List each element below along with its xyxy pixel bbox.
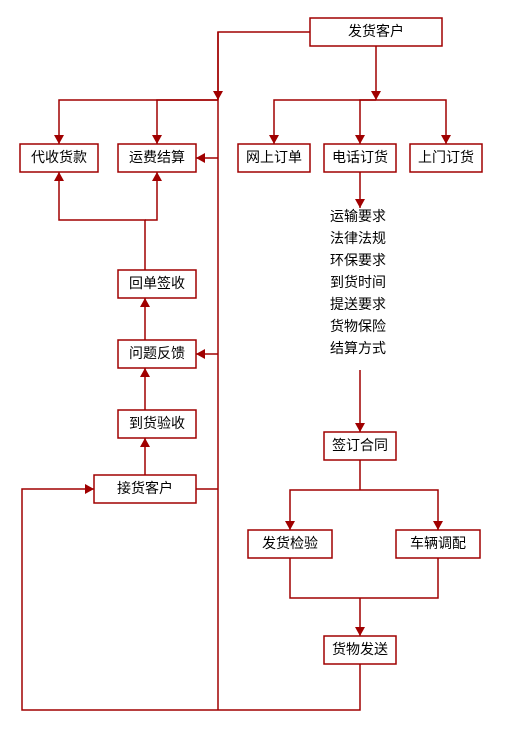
- node-label: 接货客户: [117, 480, 173, 497]
- node-label: 电话订货: [332, 149, 388, 166]
- arrowhead: [152, 172, 162, 181]
- node-phone: 电话订货: [324, 144, 396, 172]
- node-label: 车辆调配: [410, 535, 466, 552]
- edge-e3: [157, 100, 218, 144]
- requirement-item: 到货时间: [330, 274, 386, 291]
- edge-e12: [360, 490, 438, 530]
- arrowhead: [355, 627, 365, 636]
- edge-e1: [218, 32, 310, 100]
- arrowhead: [54, 172, 64, 181]
- node-shipper: 发货客户: [310, 18, 442, 46]
- node-dispatch: 货物发送: [324, 636, 396, 664]
- arrowhead: [140, 298, 150, 307]
- arrowhead: [196, 349, 205, 359]
- node-label: 问题反馈: [129, 346, 185, 362]
- node-contract: 签订合同: [324, 432, 396, 460]
- node-receiver: 接货客户: [94, 475, 196, 503]
- node-label: 上门订货: [418, 149, 474, 166]
- node-label: 到货验收: [129, 415, 185, 432]
- arrowhead: [285, 521, 295, 530]
- arrowhead: [152, 135, 162, 144]
- node-label: 签订合同: [332, 437, 388, 454]
- arrowhead: [441, 135, 451, 144]
- arrowhead: [196, 153, 205, 163]
- requirement-item: 提送要求: [330, 297, 386, 313]
- requirement-item: 货物保险: [330, 318, 386, 335]
- node-visit: 上门订货: [410, 144, 482, 172]
- requirement-item: 环保要求: [330, 253, 386, 269]
- edge-e19: [59, 172, 145, 270]
- node-receipt: 回单签收: [118, 270, 196, 298]
- node-label: 代收货款: [31, 149, 87, 166]
- edge-e15: [22, 489, 360, 710]
- edge-e7: [376, 100, 446, 144]
- node-online: 网上订单: [238, 144, 310, 172]
- arrowhead: [355, 135, 365, 144]
- node-feedback: 问题反馈: [118, 340, 196, 368]
- arrowhead: [85, 484, 94, 494]
- node-label: 网上订单: [246, 150, 302, 166]
- arrowhead: [54, 135, 64, 144]
- arrowhead: [140, 368, 150, 377]
- arrowhead: [433, 521, 443, 530]
- edge-e2: [59, 100, 218, 144]
- node-cod: 代收货款: [20, 144, 98, 172]
- flowchart-canvas: 发货客户代收货款 运费结算 网上订单 电话订货 上门订货回单签收问题反馈到货验收接货客户…: [0, 0, 509, 740]
- node-inspect_recv: 到货验收: [118, 410, 196, 438]
- arrowhead: [355, 199, 365, 208]
- node-freight: 运费结算: [118, 144, 196, 172]
- edge-e11: [290, 490, 360, 530]
- node-label: 发货客户: [348, 23, 404, 40]
- arrowhead: [140, 438, 150, 447]
- node-label: 回单签收: [129, 275, 185, 292]
- arrowhead: [269, 135, 279, 144]
- node-label: 货物发送: [332, 641, 388, 658]
- edge-e13: [290, 558, 438, 598]
- arrowhead: [371, 91, 381, 100]
- node-label: 运费结算: [129, 150, 185, 166]
- requirement-item: 结算方式: [330, 341, 386, 357]
- node-vehicle: 车辆调配: [396, 530, 480, 558]
- node-label: 发货检验: [262, 535, 318, 552]
- arrowhead: [355, 423, 365, 432]
- requirement-item: 法律法规: [330, 231, 386, 247]
- requirement-item: 运输要求: [330, 209, 386, 225]
- node-inspect_ship: 发货检验: [248, 530, 332, 558]
